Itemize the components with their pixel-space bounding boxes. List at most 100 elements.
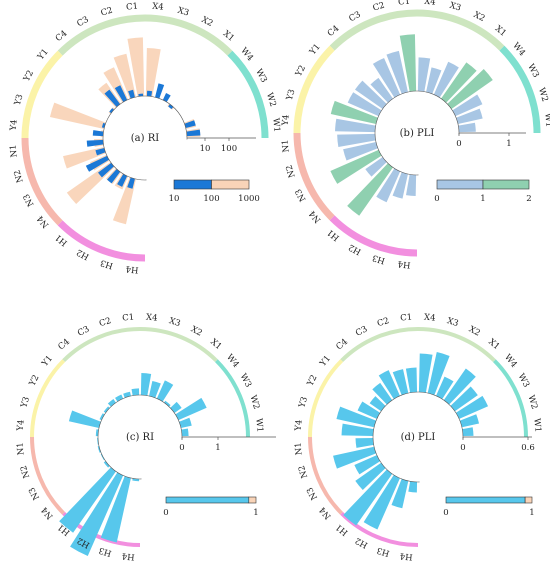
colorbar-tick-label: 0 — [443, 508, 448, 518]
bar-W1-s2 — [186, 129, 201, 137]
bar-C2-s2 — [128, 89, 135, 99]
bar-H1 — [59, 467, 116, 533]
category-label: Y2 — [22, 69, 36, 84]
axis-tick-label: 10 — [200, 144, 211, 154]
bar-W1 — [181, 428, 189, 437]
bar-N2 — [343, 142, 378, 161]
panel-label: (c) RI — [126, 432, 154, 443]
axis-tick-label: 0 — [460, 443, 465, 453]
baseline-arc — [372, 391, 464, 483]
baseline-arc — [102, 95, 188, 181]
category-label: Y3 — [297, 396, 310, 410]
bar-X1-s2 — [168, 104, 174, 110]
category-label: H1 — [53, 232, 69, 248]
category-label: H3 — [99, 257, 114, 270]
category-label: H4 — [121, 550, 135, 561]
panel-b-pli: 0 1W1W2W3W4X1X2X3X4C1C2C3C4Y1Y2Y3Y4N1N2N3… — [281, 0, 550, 269]
bar-Y1 — [369, 396, 386, 412]
bar-W4 — [170, 401, 182, 413]
category-label: N4 — [318, 505, 334, 521]
colorbar-segment — [482, 179, 530, 190]
category-label: H3 — [98, 545, 113, 558]
category-label: C4 — [334, 337, 350, 352]
bar-H1 — [347, 163, 393, 216]
colorbar-segment — [436, 179, 484, 190]
bar-N1-s2 — [86, 139, 104, 147]
bar-Y2 — [347, 92, 382, 117]
group-ring-Y — [293, 45, 335, 134]
category-label: N2 — [297, 464, 310, 479]
bar-C3 — [115, 394, 124, 402]
bar-X2 — [156, 380, 174, 402]
bar-N1 — [355, 437, 374, 448]
bar-C2-s1 — [113, 53, 136, 99]
panel-label: (d) PLI — [401, 432, 436, 443]
group-ring-C — [329, 9, 418, 51]
group-ring-C — [62, 327, 141, 363]
category-label: Y4 — [281, 114, 292, 127]
category-label: Y1 — [40, 354, 55, 370]
category-label: W3 — [516, 372, 531, 389]
category-label: W3 — [238, 372, 253, 389]
category-label: W2 — [248, 394, 262, 410]
bar-H3 — [391, 478, 409, 509]
category-label: X1 — [221, 29, 236, 44]
bar-X1 — [164, 400, 171, 407]
bar-X3 — [149, 380, 161, 398]
category-label: Y3 — [12, 93, 25, 107]
colorbar-segment — [248, 496, 257, 504]
category-label: X3 — [168, 316, 182, 329]
bar-W3 — [175, 397, 207, 421]
category-label: H1 — [325, 227, 341, 243]
bar-Y3-s1 — [49, 102, 106, 129]
axis-tick-label: 0 — [179, 443, 184, 453]
bar-Y3 — [336, 406, 377, 428]
group-ring-X — [144, 14, 233, 56]
group-ring-W — [499, 45, 541, 134]
bar-C3-s2 — [114, 85, 128, 103]
category-label: W3 — [253, 67, 268, 84]
group-ring-C — [57, 14, 146, 56]
category-label: C4 — [54, 29, 70, 44]
bar-X3 — [427, 352, 450, 396]
category-label: H4 — [125, 263, 139, 274]
category-label: C4 — [56, 337, 72, 352]
bar-H1-s2 — [107, 169, 121, 184]
category-label: Y3 — [19, 396, 32, 410]
group-ring-Y — [30, 359, 66, 438]
bar-Y4-s2 — [92, 130, 104, 137]
category-label: X1 — [493, 24, 508, 39]
category-label: W2 — [264, 92, 278, 108]
colorbar-tick-label: 0 — [434, 194, 439, 204]
baseline-arc — [97, 394, 183, 480]
panel-label: (b) PLI — [400, 128, 435, 139]
group-ring-W — [214, 359, 250, 438]
colorbar-tick-label: 0 — [163, 508, 168, 518]
bar-N2 — [333, 446, 377, 469]
bar-C4 — [370, 77, 393, 103]
bar-H2-s2 — [117, 173, 128, 187]
group-ring-Y — [308, 359, 344, 438]
bar-Y3 — [68, 410, 101, 428]
group-ring-X — [416, 9, 505, 51]
axis-tick-label: 100 — [221, 144, 237, 154]
bar-Y2 — [99, 413, 105, 421]
category-label: N3 — [305, 485, 320, 501]
category-label: X2 — [200, 15, 215, 29]
bar-H3-s2 — [127, 177, 135, 189]
category-label: N3 — [27, 485, 42, 501]
category-label: X4 — [424, 0, 436, 8]
bar-Y1-s2 — [109, 108, 114, 114]
colorbar-segment — [211, 179, 250, 190]
colorbar-segment — [445, 496, 526, 504]
category-label: Y4 — [9, 119, 20, 132]
category-label: Y1 — [35, 47, 50, 63]
category-label: Y1 — [318, 354, 333, 370]
category-label: Y2 — [294, 64, 308, 79]
group-ring-N — [30, 436, 66, 515]
bar-Y4 — [341, 423, 374, 437]
category-label: W2 — [526, 394, 540, 410]
category-label: X4 — [152, 2, 164, 13]
